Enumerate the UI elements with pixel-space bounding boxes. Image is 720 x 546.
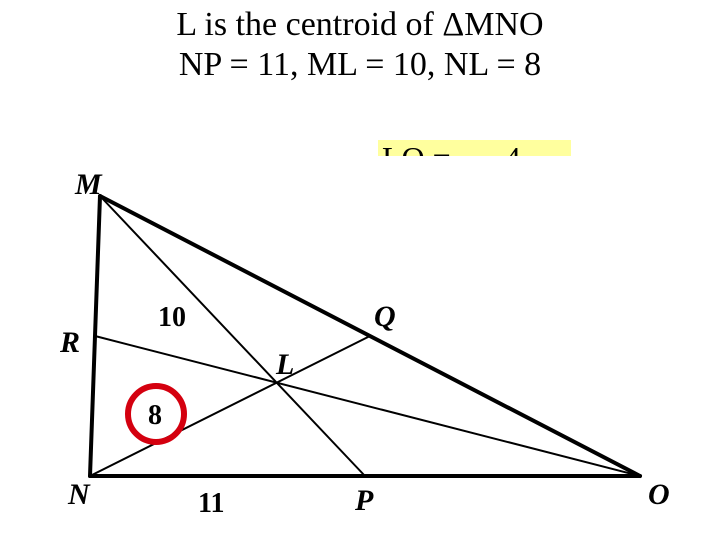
svg-text:P: P: [354, 484, 374, 517]
title-line1-left: L is the centroid of: [176, 6, 442, 43]
svg-text:10: 10: [158, 302, 186, 333]
title-line1-delta: Δ: [442, 6, 464, 43]
svg-text:L: L: [275, 348, 294, 381]
svg-text:R: R: [59, 326, 80, 359]
svg-text:O: O: [648, 478, 670, 511]
svg-text:11: 11: [198, 488, 224, 519]
title-line2: NP = 11, ML = 10, NL = 8: [179, 46, 541, 83]
geometry-diagram: M N O R P Q L 10 8 11: [40, 156, 680, 536]
svg-text:8: 8: [148, 400, 162, 431]
svg-text:Q: Q: [374, 300, 396, 333]
title-line1-right: MNO: [464, 6, 543, 43]
svg-text:N: N: [67, 478, 91, 511]
svg-text:M: M: [74, 168, 103, 201]
